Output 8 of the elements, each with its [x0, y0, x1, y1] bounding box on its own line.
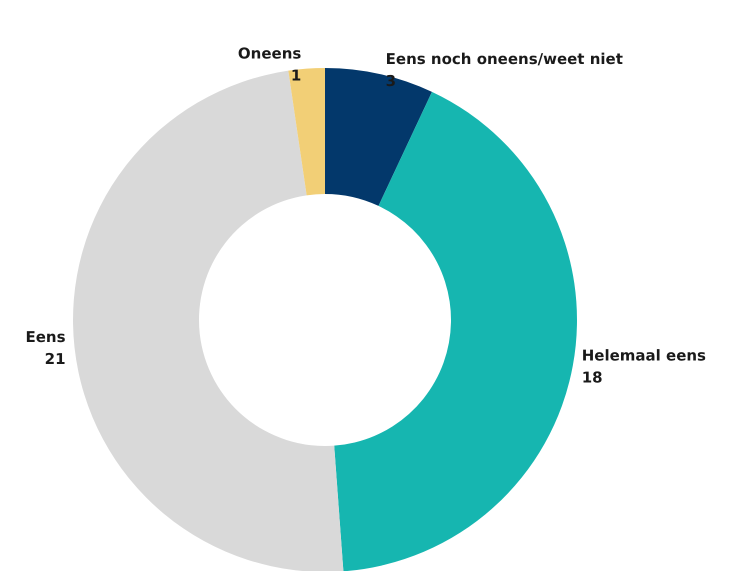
data-label: 18: [582, 368, 603, 386]
data-label: 1: [290, 66, 302, 85]
slice-label: Eens: [26, 328, 66, 346]
slice-label: Eens noch oneens/weet niet: [386, 50, 623, 68]
data-label: 21: [44, 350, 66, 368]
slice-label: Oneens: [238, 44, 302, 63]
data-label: 3: [386, 72, 396, 90]
slice-label: Helemaal eens: [582, 346, 706, 364]
